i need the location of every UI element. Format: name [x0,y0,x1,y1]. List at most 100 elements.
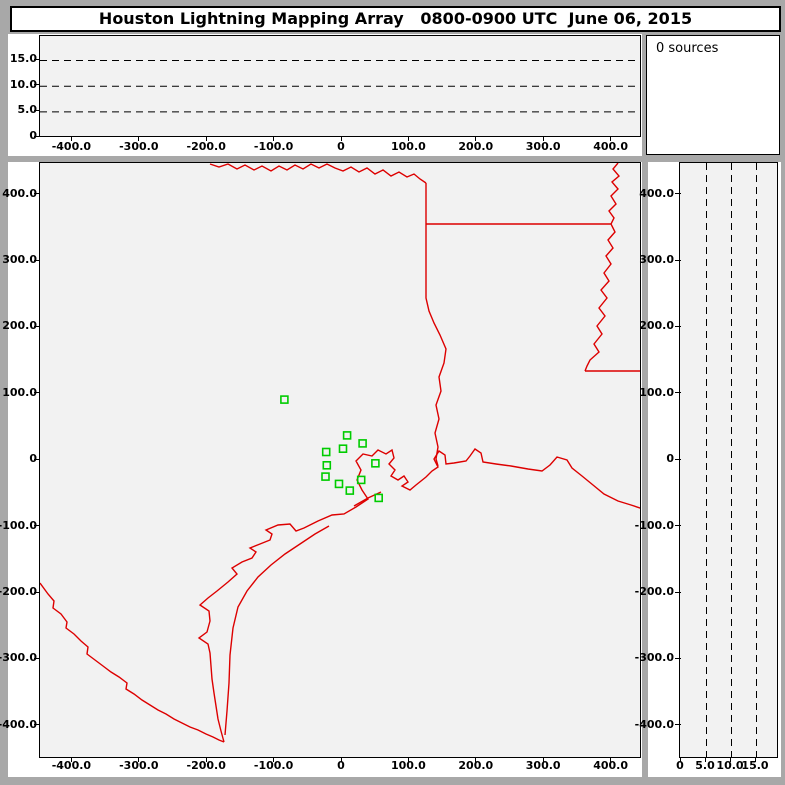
tick-mark [675,392,681,394]
altitude-ns-gridlines [705,162,757,757]
tick-mark [34,109,40,111]
tick-label: -300.0 [634,651,674,665]
tick-mark [205,757,207,762]
altitude-ew-gridlines [39,59,640,112]
tick-label: -200.0 [186,759,226,772]
tick-label: -400.0 [0,717,37,731]
page-title: Houston Lightning Mapping Array 0800-090… [98,9,693,28]
tick-label: -300.0 [119,140,159,153]
tick-mark [475,757,477,762]
tick-label: 300.0 [525,140,561,153]
tick-label: 100.0 [390,140,426,153]
altitude-ew-plot [38,34,641,137]
tick-mark [138,136,140,141]
tick-mark [675,657,681,659]
lma-station-marker [356,475,366,484]
tick-mark [273,136,275,141]
tick-mark [542,136,544,141]
tick-mark [34,392,40,394]
tick-label: 0 [676,759,684,772]
title-bar: Houston Lightning Mapping Array 0800-090… [10,6,781,32]
tick-mark [34,591,40,593]
tick-label: 0 [337,759,345,772]
altitude-ns-plot [678,161,778,758]
tick-label: 0 [29,452,37,466]
tick-label: -200.0 [634,585,674,598]
lma-station-marker [344,485,354,495]
tick-label: 5.0 [17,103,38,117]
tick-mark [34,325,40,327]
tick-mark [610,136,612,141]
tick-mark [675,458,681,460]
tick-mark [34,84,40,86]
lma-station-marker [373,493,383,502]
tick-label: 200.0 [639,319,674,333]
lma-station-marker [357,438,367,448]
tick-mark [34,193,40,195]
tick-label: 400.0 [639,186,674,200]
tick-label: 200.0 [458,140,494,153]
county-boundaries [40,163,640,757]
tick-label: -100.0 [253,759,294,772]
tick-mark [679,757,681,762]
tick-mark [34,657,40,659]
tick-mark [70,757,72,762]
tick-mark [407,757,409,762]
tick-mark [340,136,342,141]
sources-panel: 0 sources [646,34,780,155]
tick-label: 100.0 [390,759,426,772]
tick-label: 0 [29,129,37,142]
tick-label: 400.0 [2,186,37,200]
lma-station-marker [321,460,331,470]
tick-mark [407,136,409,141]
tick-mark [34,135,40,137]
tick-label: 300.0 [2,253,37,266]
tick-label: 400.0 [593,140,628,153]
tick-mark [542,757,544,762]
tick-mark [675,259,681,261]
tick-label: 100.0 [2,385,37,399]
tick-label: -300.0 [0,651,37,665]
tick-mark [138,757,140,762]
tick-mark [675,724,681,726]
lma-station-marker [321,447,331,456]
tick-label: -400.0 [634,717,674,731]
tick-label: 0 [666,452,674,466]
tick-mark [273,757,275,762]
tick-mark [610,757,612,762]
lma-station-marker [320,471,330,481]
tick-label: 200.0 [2,319,37,333]
tick-label: -200.0 [186,140,226,153]
state-borders [39,162,640,743]
tick-label: -100.0 [253,140,294,153]
tick-mark [475,136,477,141]
tick-label: 15.0 [9,52,37,66]
tick-label: 5.0 [695,759,715,772]
lma-station-marker [334,479,343,488]
lma-stations [279,394,383,502]
tick-label: 300.0 [639,253,674,266]
tick-label: -100.0 [0,518,37,532]
tick-label: -300.0 [119,759,159,772]
tick-mark [70,136,72,141]
tick-label: 300.0 [525,759,561,772]
plan-view-map-plot [38,161,641,758]
tick-label: 200.0 [458,759,494,772]
tick-label: 10.0 [9,77,37,91]
tick-label: 0 [337,140,345,153]
lma-station-marker [338,443,347,453]
tick-mark [34,525,40,527]
plan-view-map [39,162,640,757]
tick-label: -200.0 [0,585,37,598]
lma-station-marker [370,458,380,468]
tick-mark [34,58,40,60]
tick-mark [675,325,681,327]
tick-mark [34,259,40,261]
tick-label: 15.0 [741,759,769,772]
lma-station-marker [342,430,351,440]
tick-mark [205,136,207,141]
tick-mark [34,724,40,726]
tick-label: -400.0 [51,759,92,772]
tick-mark [675,525,681,527]
tick-label: 10.0 [716,759,744,772]
